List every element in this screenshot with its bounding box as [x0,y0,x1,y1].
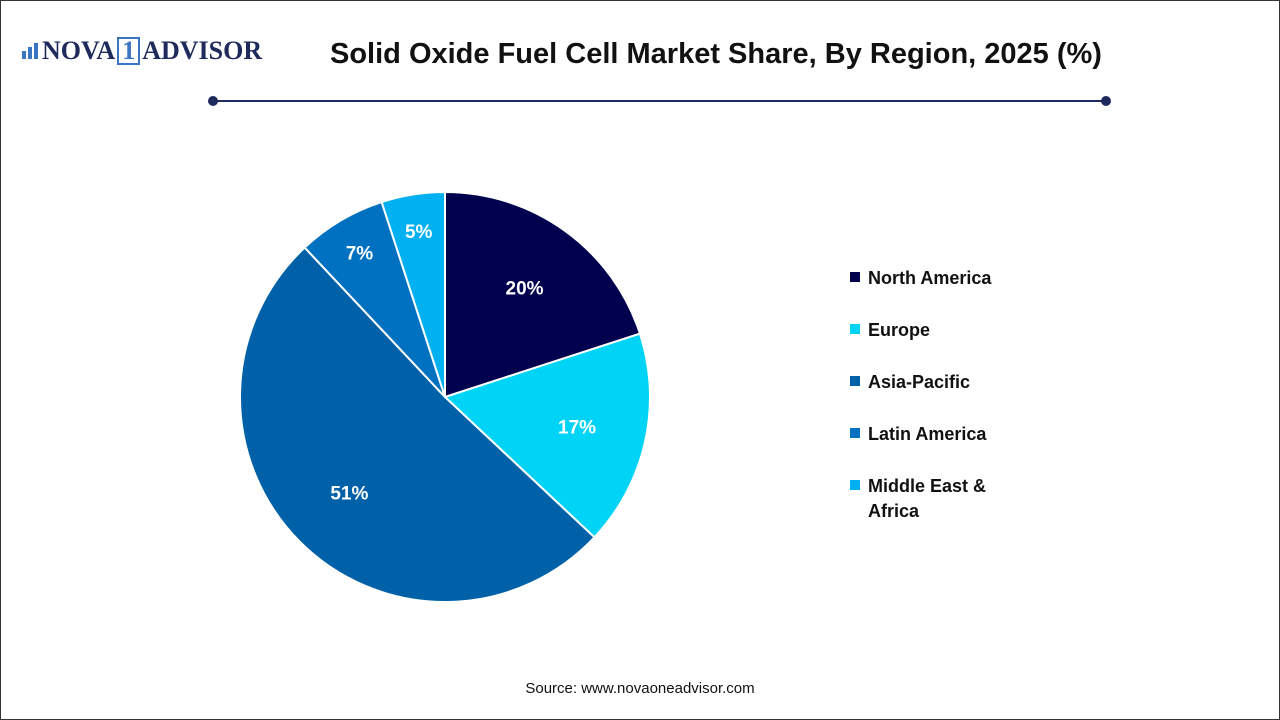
source-text: Source: www.novaoneadvisor.com [525,680,755,697]
legend-swatch [850,376,860,386]
legend-label: Latin America [868,424,987,444]
legend-label: Middle East & Africa [868,476,987,521]
legend: North America Europe Asia-Pacific Latin Ame… [850,266,1018,526]
logo-text-2: ADVISOR [142,36,263,65]
legend-swatch [850,324,860,334]
logo-bars-icon [22,43,38,59]
legend-item: Asia-Pacific [850,370,1018,422]
legend-item: Latin America [850,422,1018,474]
pie-slice-north-america [444,190,642,399]
legend-swatch [850,428,860,438]
logo-text: NOVA [42,36,116,65]
data-label: 5% [405,222,433,243]
data-label: 20% [506,279,544,300]
divider-dot-right [1101,96,1111,106]
logo-one: 1 [117,37,141,65]
legend-item: North America [850,266,1018,318]
pie-slice-asia-pacific [239,246,596,603]
data-label: 51% [330,484,368,505]
pie-slice-europe [443,332,651,539]
divider-dot-left [208,96,218,106]
legend-item: Middle East & Africa [850,474,1018,526]
legend-swatch [850,272,860,282]
chart-title: Solid Oxide Fuel Cell Market Share, By R… [330,38,1102,70]
logo: NOVA 1 ADVISOR [22,36,262,66]
data-label: 17% [558,418,596,439]
data-label: 7% [346,243,374,264]
title-divider [213,100,1107,102]
legend-label: Asia-Pacific [868,372,971,392]
legend-swatch [850,480,860,490]
legend-label: North America [868,268,992,288]
legend-item: Europe [850,318,1018,370]
legend-label: Europe [868,320,931,340]
pie-slice-middle-east-africa [380,190,446,398]
